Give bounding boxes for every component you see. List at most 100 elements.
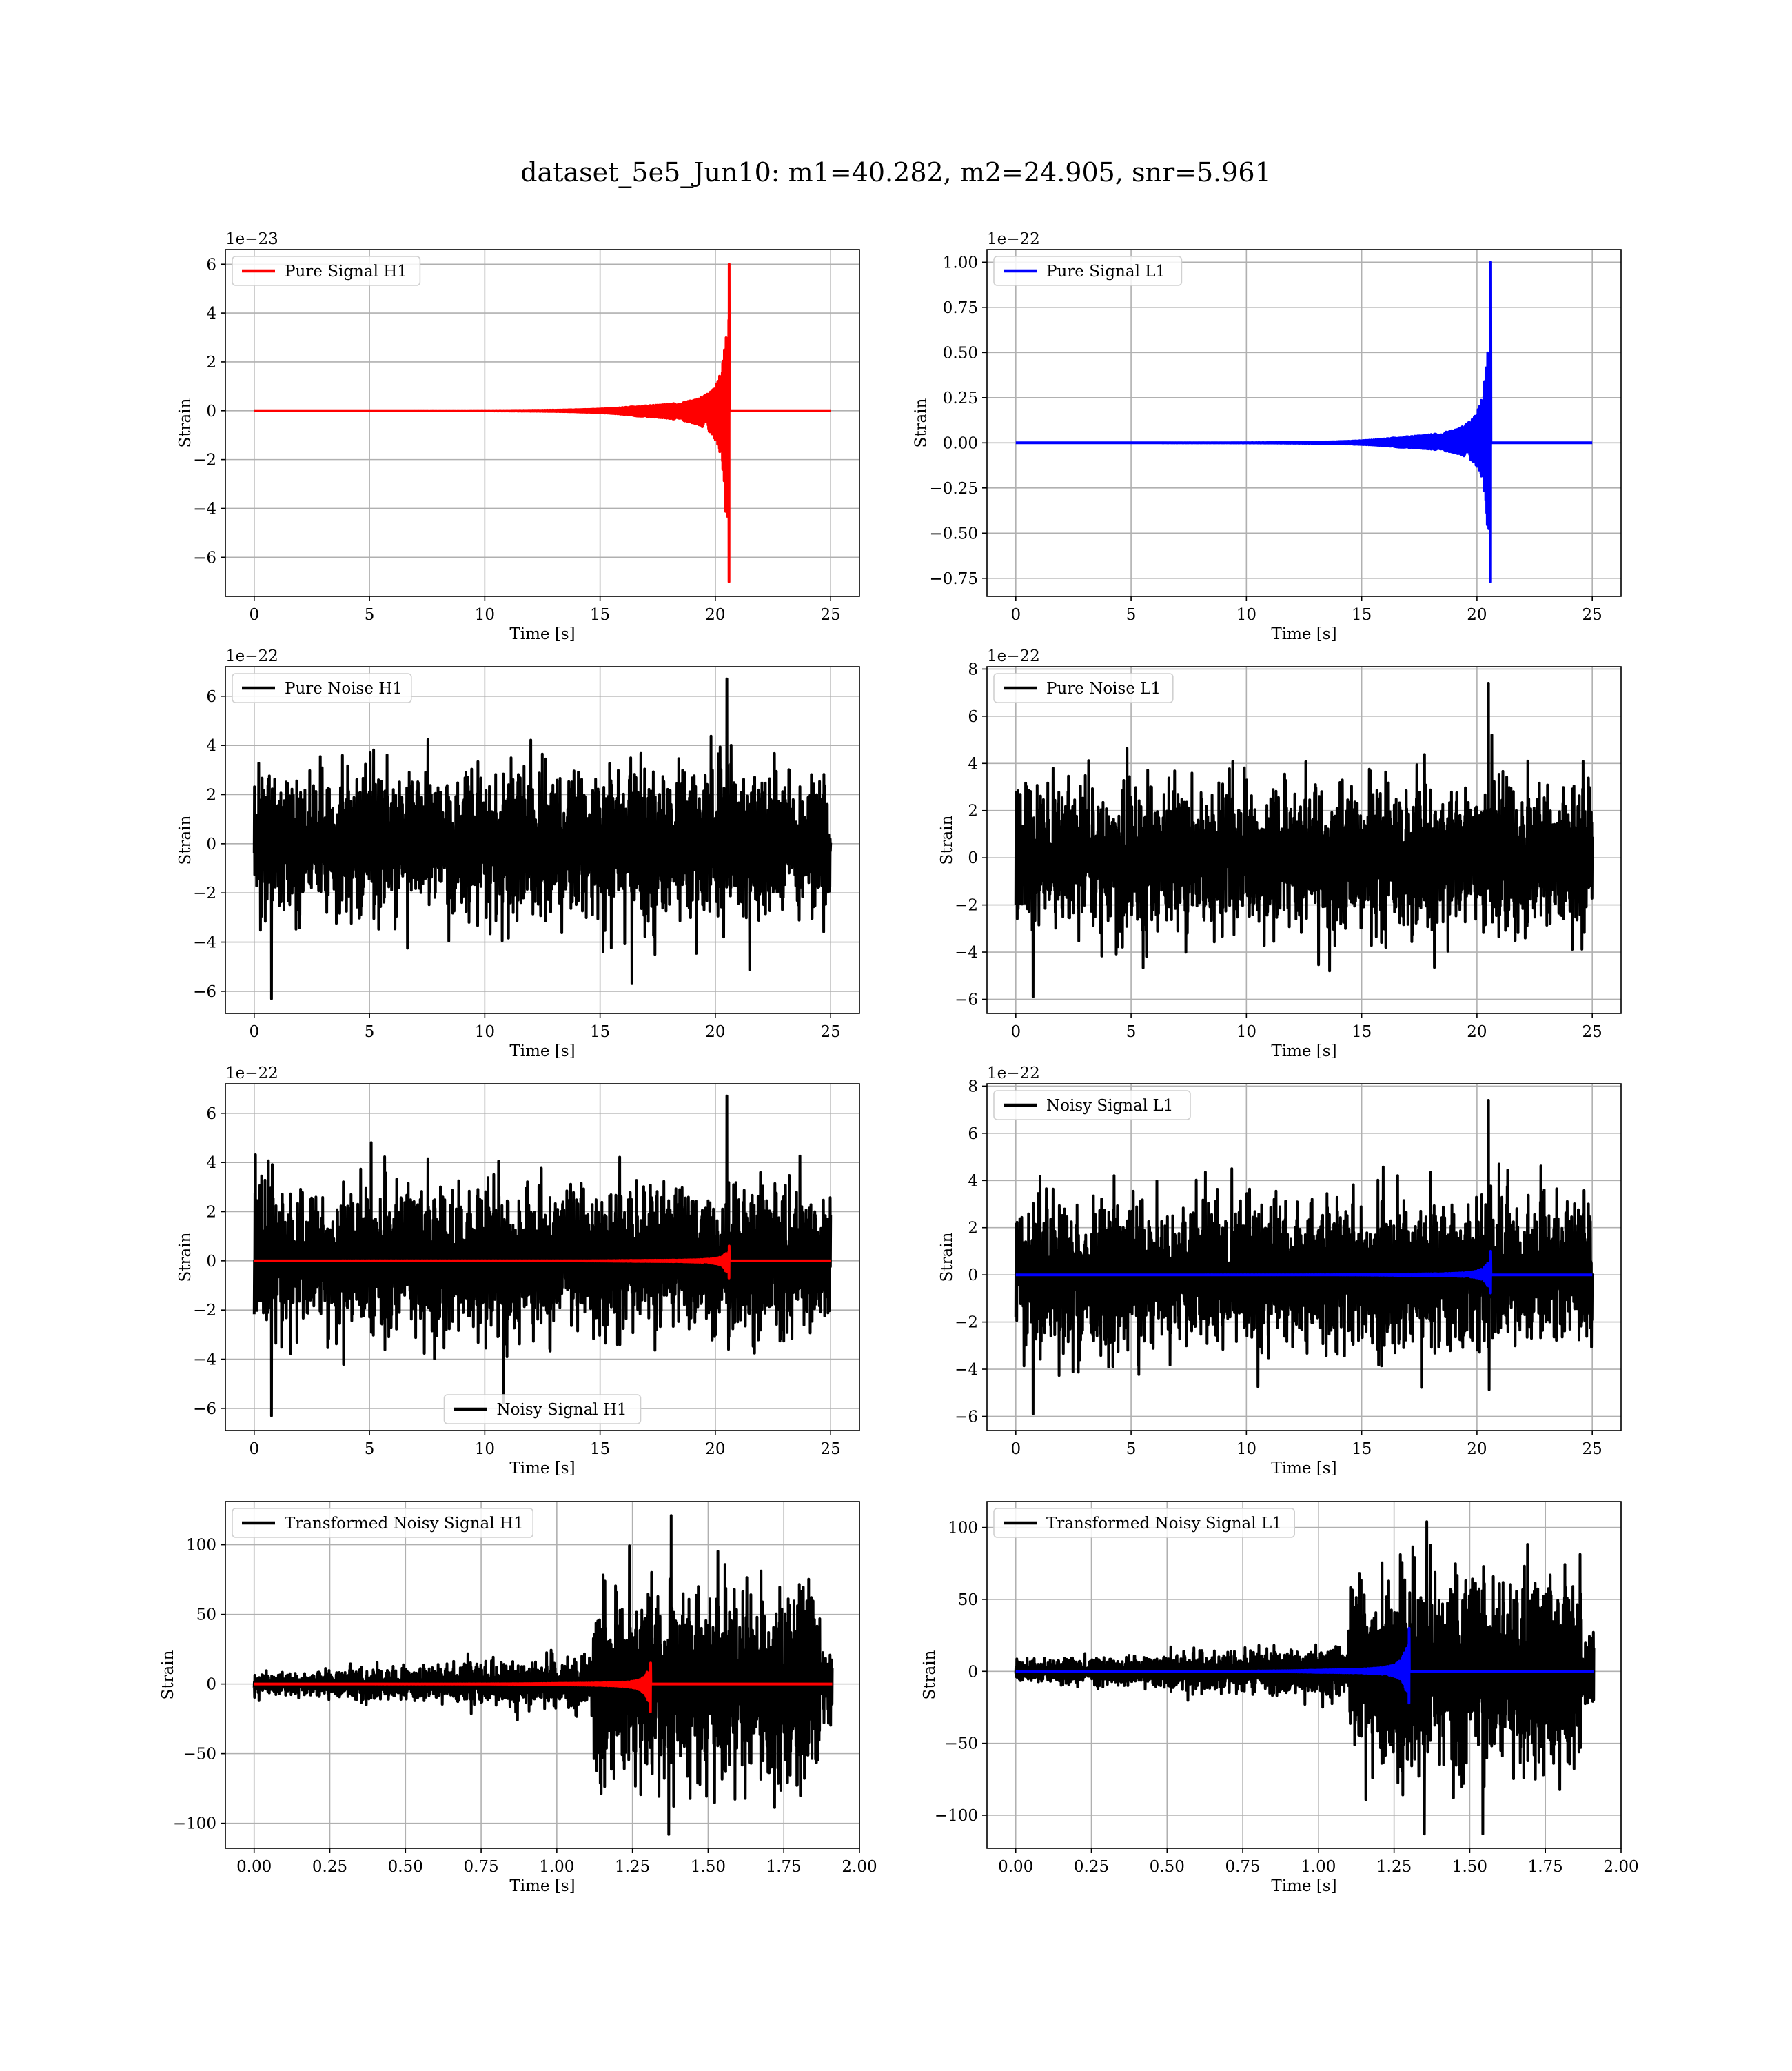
plot-area (253, 263, 832, 583)
y-tick-label: 0.75 (943, 299, 978, 317)
y-tick-label: −6 (955, 991, 978, 1009)
legend-box (993, 673, 1174, 703)
x-tick-label: 0.25 (1074, 1858, 1109, 1876)
axes-frame (986, 1083, 1622, 1431)
y-tick-label: 0 (206, 836, 216, 853)
y-offset-text: 1e−22 (987, 647, 1040, 665)
x-tick-label: 25 (1582, 1023, 1602, 1041)
x-tick-label: 5 (1126, 1023, 1137, 1041)
x-tick-label: 20 (705, 606, 725, 624)
x-tick-label: 10 (1236, 1023, 1256, 1041)
legend: Noisy Signal L1 (993, 1090, 1191, 1120)
subplot-pure-signal-l1: 0 5 10 15 20 25 Time [s] −0.75 −0.50 −0.25 0.00 0.2… (913, 230, 1622, 643)
y-tick-label: −4 (955, 944, 978, 962)
y-tick-label: 2 (206, 787, 216, 805)
plot-area (252, 1094, 833, 1417)
legend: Transformed Noisy Signal H1 (232, 1508, 534, 1538)
axes-frame (225, 1501, 860, 1849)
y-axis: −6 −4 −2 0 2 4 6 Strain (176, 1105, 225, 1418)
y-tick-label: 0.50 (943, 344, 978, 362)
series-pure-signal-h1 (253, 263, 832, 583)
y-axis-label: Strain (913, 398, 930, 447)
y-tick-label: 6 (206, 688, 216, 706)
x-axis-label: Time [s] (1271, 625, 1336, 643)
y-tick-label: 0 (968, 1266, 978, 1284)
axes-frame (986, 1501, 1622, 1849)
subplot-noisy-signal-h1: 0 5 10 15 20 25 Time [s] −6 −4 −2 0 2 4 6 Strain 1e−22 N… (176, 1064, 860, 1477)
x-tick-label: 10 (475, 1440, 495, 1458)
x-tick-label: 15 (590, 1023, 610, 1041)
y-tick-label: −6 (193, 983, 216, 1001)
y-tick-label: 100 (948, 1519, 978, 1537)
x-tick-label: 25 (821, 1440, 841, 1458)
x-axis: 0.00 0.25 0.50 0.75 1.00 1.25 1.50 1.75 2.00 Time… (998, 1848, 1639, 1895)
x-tick-label: 15 (1352, 1440, 1372, 1458)
x-axis: 0 5 10 15 20 25 Time [s] (1010, 596, 1602, 643)
y-tick-label: −50 (944, 1735, 978, 1753)
axes-frame (225, 249, 860, 597)
subplot-noisy-signal-l1: 0 5 10 15 20 25 Time [s] −6 −4 −2 0 2 4 6 8 Strain 1e−22… (938, 1064, 1622, 1477)
legend: Pure Signal H1 (232, 256, 421, 286)
y-tick-label: −6 (955, 1408, 978, 1426)
y-tick-label: 2 (206, 1204, 216, 1222)
x-tick-label: 0.00 (998, 1858, 1033, 1876)
x-tick-label: 1.75 (766, 1858, 802, 1876)
legend: Pure Signal L1 (993, 256, 1183, 286)
y-tick-label: 4 (968, 1172, 978, 1190)
plot-area (252, 1514, 834, 1836)
series-pure-signal-l1 (1015, 261, 1594, 583)
y-tick-label: 0 (206, 403, 216, 421)
y-tick-label: 0 (206, 1676, 216, 1694)
y-tick-label: 6 (206, 256, 216, 274)
x-tick-label: 20 (1467, 1440, 1487, 1458)
y-axis-label: Strain (938, 815, 956, 865)
x-tick-label: 25 (821, 606, 841, 624)
y-tick-label: 4 (206, 737, 216, 755)
legend-box (993, 1090, 1191, 1120)
legend-box (993, 1508, 1296, 1538)
y-tick-label: −2 (955, 1314, 978, 1332)
y-axis-label: Strain (938, 1232, 956, 1282)
legend-box (443, 1394, 642, 1424)
plot-area (1015, 261, 1594, 583)
subplot-transformed-noisy-signal-l1: 0.00 0.25 0.50 0.75 1.00 1.25 1.50 1.75 2.00 Time… (921, 1501, 1639, 1895)
y-tick-label: −4 (193, 1351, 216, 1369)
legend-label: Pure Signal L1 (1046, 263, 1165, 281)
plot-area (1014, 1520, 1596, 1836)
x-axis-label: Time [s] (509, 1459, 575, 1477)
figure-title: dataset_5e5_Jun10: m1=40.282, m2=24.905,… (520, 157, 1272, 188)
legend: Pure Noise H1 (232, 673, 412, 703)
x-tick-label: 5 (1126, 606, 1137, 624)
y-tick-label: 50 (196, 1606, 216, 1624)
y-axis-label: Strain (159, 1650, 177, 1699)
x-tick-label: 5 (365, 1023, 375, 1041)
y-offset-text: 1e−22 (987, 1064, 1040, 1082)
y-axis: −6 −4 −2 0 2 4 6 Strain (176, 256, 225, 567)
x-tick-label: 0.50 (1150, 1858, 1185, 1876)
y-tick-label: −0.75 (930, 570, 978, 588)
y-tick-label: −2 (193, 1302, 216, 1320)
x-tick-label: 0.75 (1225, 1858, 1260, 1876)
x-tick-label: 1.00 (539, 1858, 574, 1876)
x-tick-label: 20 (705, 1023, 725, 1041)
series-noisy-signal-h1 (252, 1094, 833, 1417)
x-tick-label: 20 (705, 1440, 725, 1458)
x-tick-label: 0 (1010, 1023, 1021, 1041)
legend: Transformed Noisy Signal L1 (993, 1508, 1296, 1538)
y-tick-label: 0.00 (943, 434, 978, 452)
x-tick-label: 20 (1467, 1023, 1487, 1041)
x-tick-label: 15 (590, 1440, 610, 1458)
plot-area (252, 677, 833, 1000)
axes-frame (986, 249, 1622, 597)
legend: Pure Noise L1 (993, 673, 1174, 703)
y-tick-label: 2 (968, 1220, 978, 1237)
y-tick-label: −50 (183, 1746, 216, 1764)
y-tick-label: 4 (968, 755, 978, 773)
x-tick-label: 5 (365, 1440, 375, 1458)
series-noisy-signal-h1-injected-signal (253, 1244, 832, 1280)
y-tick-label: 0 (206, 1253, 216, 1271)
legend-box (232, 1508, 534, 1538)
x-tick-label: 1.25 (615, 1858, 650, 1876)
y-tick-label: 6 (206, 1105, 216, 1123)
